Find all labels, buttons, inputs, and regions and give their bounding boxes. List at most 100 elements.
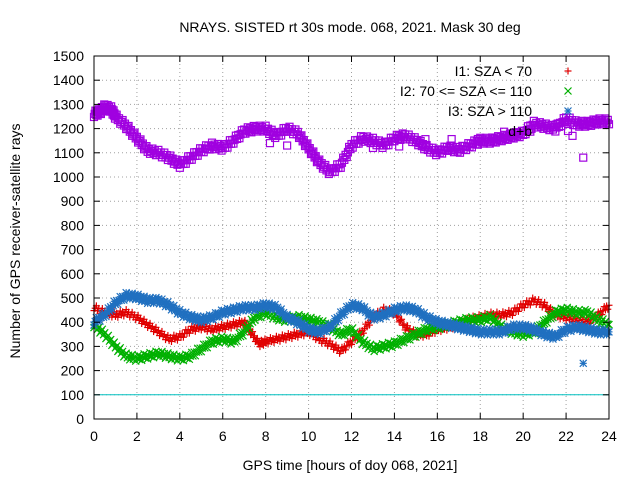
data-point — [421, 135, 430, 144]
data-point — [396, 317, 404, 325]
data-point — [221, 325, 229, 333]
legend-label: I2: 70 <= SZA <= 110 — [400, 83, 532, 99]
x-tick-label: 0 — [90, 428, 98, 444]
data-point — [499, 127, 509, 136]
data-point — [336, 163, 345, 172]
data-point — [233, 323, 241, 331]
data-point — [114, 313, 122, 321]
data-point — [136, 135, 145, 144]
legend-label: d+b — [508, 123, 532, 139]
outlier-point — [265, 139, 275, 148]
data-point — [337, 158, 347, 167]
data-point — [368, 143, 378, 153]
data-point — [262, 312, 271, 320]
data-point — [185, 329, 193, 337]
y-tick-label: 1100 — [54, 145, 84, 161]
data-point — [447, 134, 456, 144]
outlier-point — [568, 131, 577, 140]
y-tick-label: 500 — [61, 290, 85, 306]
x-tick-label: 18 — [472, 428, 488, 444]
data-point — [173, 336, 181, 344]
data-point — [309, 147, 318, 156]
y-axis-label: Number of GPS receiver-satellite rays — [7, 124, 23, 359]
data-point — [120, 312, 128, 320]
data-point — [215, 327, 223, 335]
data-point — [502, 313, 510, 321]
data-point — [603, 115, 612, 124]
x-tick-label: 14 — [387, 428, 403, 444]
y-tick-label: 900 — [61, 193, 85, 209]
outlier-point — [283, 141, 292, 150]
y-tick-label: 1400 — [53, 72, 84, 88]
data-point — [253, 334, 261, 342]
series-4 — [89, 100, 614, 179]
data-point — [124, 121, 133, 131]
data-point — [130, 128, 139, 137]
data-point — [400, 320, 408, 328]
x-tick-label: 16 — [430, 428, 446, 444]
x-tick-label: 22 — [558, 428, 574, 444]
legend-marker — [564, 67, 572, 75]
data-point — [282, 336, 290, 344]
chart-title: NRAYS. SISTED rt 30s mode. 068, 2021. Ma… — [179, 19, 520, 35]
y-tick-label: 1000 — [53, 169, 84, 185]
data-point — [520, 304, 528, 312]
y-tick-label: 1200 — [53, 121, 84, 137]
data-point — [552, 120, 561, 129]
x-tick-label: 8 — [262, 428, 270, 444]
data-point — [604, 305, 612, 313]
data-point — [303, 139, 312, 148]
data-point — [342, 346, 350, 354]
data-point — [514, 307, 522, 315]
data-point — [541, 298, 549, 306]
data-point — [276, 337, 284, 345]
data-point — [209, 328, 217, 336]
x-tick-label: 6 — [219, 428, 227, 444]
data-point — [365, 321, 373, 329]
data-point — [342, 152, 351, 162]
tick-layer: 0 2 4 6 8 10 12 14 16 18 20 22 240100200300400500600… — [53, 48, 617, 444]
legend-label: I1: SZA < 70 — [455, 63, 533, 79]
y-tick-label: 1300 — [53, 96, 84, 112]
data-point — [341, 150, 350, 159]
data-point — [270, 339, 278, 347]
data-point — [179, 333, 187, 341]
y-tick-label: 0 — [76, 411, 84, 427]
data-point — [526, 127, 535, 136]
outlier-point — [579, 153, 588, 162]
data-point — [191, 327, 199, 335]
data-point — [227, 324, 235, 332]
data-point — [543, 302, 551, 310]
data-point — [288, 335, 296, 343]
data-point — [340, 155, 349, 164]
data-point — [294, 333, 302, 341]
data-point — [300, 332, 308, 340]
legend: I1: SZA < 70 I2: 70 <= SZA <= 110 I3: SZA … — [400, 63, 573, 139]
legend-marker — [564, 107, 572, 115]
data-point — [264, 340, 272, 348]
y-tick-label: 1500 — [53, 48, 84, 64]
y-tick-label: 600 — [61, 266, 85, 282]
y-tick-label: 800 — [61, 217, 85, 233]
y-tick-label: 300 — [61, 338, 85, 354]
data-point — [348, 340, 355, 348]
y-tick-label: 100 — [61, 387, 85, 403]
legend-label: I3: SZA > 110 — [448, 103, 532, 119]
data-point — [508, 311, 516, 319]
outlier-point — [579, 359, 588, 368]
y-tick-label: 200 — [61, 363, 85, 379]
data-point — [268, 314, 277, 323]
data-point — [343, 147, 353, 157]
y-tick-label: 700 — [61, 242, 85, 258]
data-point — [398, 315, 406, 323]
x-tick-label: 4 — [176, 428, 184, 444]
data-point — [395, 142, 404, 151]
x-tick-label: 10 — [301, 428, 317, 444]
x-axis-label: GPS time [hours of doy 068, 2021] — [243, 457, 458, 473]
data-point — [526, 301, 534, 309]
data-point — [297, 131, 306, 140]
x-tick-label: 24 — [601, 428, 617, 444]
y-tick-label: 400 — [61, 314, 85, 330]
data-point — [245, 324, 253, 333]
